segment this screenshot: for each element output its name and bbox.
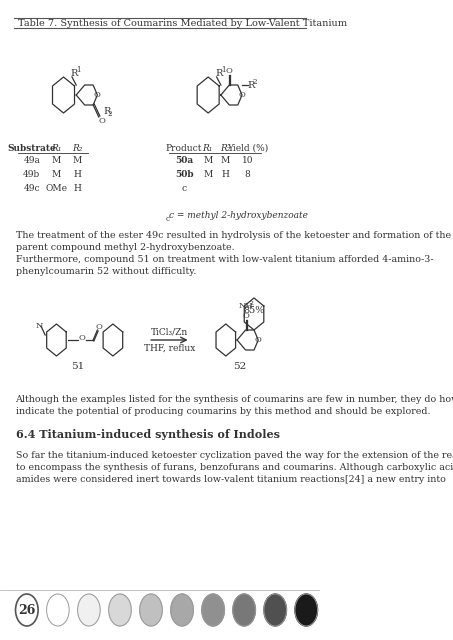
Text: THF, reflux: THF, reflux [144, 344, 195, 353]
Text: 2: 2 [108, 110, 112, 118]
Text: c: c [165, 215, 169, 223]
Text: N: N [35, 322, 43, 330]
Text: H: H [74, 170, 82, 179]
Text: OMe: OMe [45, 184, 67, 193]
Text: TiCl₃/Zn: TiCl₃/Zn [151, 328, 188, 337]
Text: R₁: R₁ [51, 143, 62, 152]
Text: O: O [226, 67, 233, 75]
Text: R: R [215, 68, 222, 77]
Text: O: O [98, 117, 105, 125]
Text: So far the titanium-induced ketoester cyclization paved the way for the extensio: So far the titanium-induced ketoester cy… [15, 451, 453, 460]
Text: 1: 1 [221, 66, 225, 74]
Text: 49b: 49b [23, 170, 40, 179]
Text: O: O [239, 91, 246, 99]
Text: 26: 26 [18, 604, 35, 616]
Text: Substrate: Substrate [7, 143, 56, 152]
Text: M: M [203, 156, 212, 164]
Text: 6.4 Titanium-induced synthesis of Indoles: 6.4 Titanium-induced synthesis of Indole… [15, 429, 280, 440]
Circle shape [264, 594, 286, 626]
Circle shape [109, 594, 131, 626]
Text: O: O [95, 323, 102, 331]
Text: M: M [221, 156, 230, 164]
Text: parent compound methyl 2-hydroxybenzoate.: parent compound methyl 2-hydroxybenzoate… [15, 243, 234, 252]
Text: R₂: R₂ [72, 143, 83, 152]
Text: M: M [203, 170, 212, 179]
Text: R: R [103, 106, 111, 115]
Text: c: c [182, 184, 187, 193]
Text: Furthermore, compound 51 on treatment with low-valent titanium afforded 4-amino-: Furthermore, compound 51 on treatment wi… [15, 255, 433, 264]
Circle shape [140, 594, 162, 626]
Text: O: O [255, 336, 262, 344]
Circle shape [47, 594, 69, 626]
Text: 85%: 85% [243, 305, 265, 314]
Text: 49a: 49a [23, 156, 40, 164]
Text: to encompass the synthesis of furans, benzofurans and coumarins. Although carbox: to encompass the synthesis of furans, be… [15, 463, 453, 472]
Text: The treatment of the ester 49c resulted in hydrolysis of the ketoester and forma: The treatment of the ester 49c resulted … [15, 230, 451, 239]
Text: M: M [52, 156, 61, 164]
Text: 49c: 49c [24, 184, 40, 193]
Text: R: R [248, 81, 255, 90]
Text: 8: 8 [245, 170, 251, 179]
Text: NH: NH [238, 302, 253, 310]
Text: R₂: R₂ [220, 143, 231, 152]
Circle shape [15, 594, 38, 626]
Circle shape [202, 594, 224, 626]
Text: O: O [94, 91, 101, 99]
Text: Although the examples listed for the synthesis of coumarins are few in number, t: Although the examples listed for the syn… [15, 396, 453, 404]
Text: R: R [70, 68, 78, 77]
Text: O: O [78, 334, 85, 342]
Circle shape [295, 594, 318, 626]
Text: 50b: 50b [175, 170, 193, 179]
Text: 52: 52 [233, 362, 246, 371]
Text: 1: 1 [76, 66, 81, 74]
Text: phenylcoumarin 52 without difficulty.: phenylcoumarin 52 without difficulty. [15, 266, 196, 275]
Text: H: H [222, 170, 229, 179]
Text: Product: Product [166, 143, 202, 152]
Text: H: H [74, 184, 82, 193]
Text: amides were considered inert towards low-valent titanium reactions[24] a new ent: amides were considered inert towards low… [15, 474, 445, 483]
Circle shape [77, 594, 100, 626]
Text: O: O [242, 312, 249, 320]
Text: R₁: R₁ [202, 143, 213, 152]
Text: 2: 2 [250, 301, 254, 305]
Text: 50a: 50a [175, 156, 193, 164]
Text: 2: 2 [253, 78, 257, 86]
Text: 10: 10 [242, 156, 253, 164]
Text: 51: 51 [71, 362, 84, 371]
Circle shape [171, 594, 193, 626]
Text: Table 7. Synthesis of Coumarins Mediated by Low-Valent Titanium: Table 7. Synthesis of Coumarins Mediated… [18, 19, 347, 28]
Circle shape [233, 594, 255, 626]
Text: M: M [52, 170, 61, 179]
Text: M: M [73, 156, 82, 164]
Text: Yield (%): Yield (%) [227, 143, 268, 152]
Text: indicate the potential of producing coumarins by this method and should be explo: indicate the potential of producing coum… [15, 408, 430, 417]
Text: c = methyl 2-hydroxybenzoate: c = methyl 2-hydroxybenzoate [169, 211, 308, 220]
